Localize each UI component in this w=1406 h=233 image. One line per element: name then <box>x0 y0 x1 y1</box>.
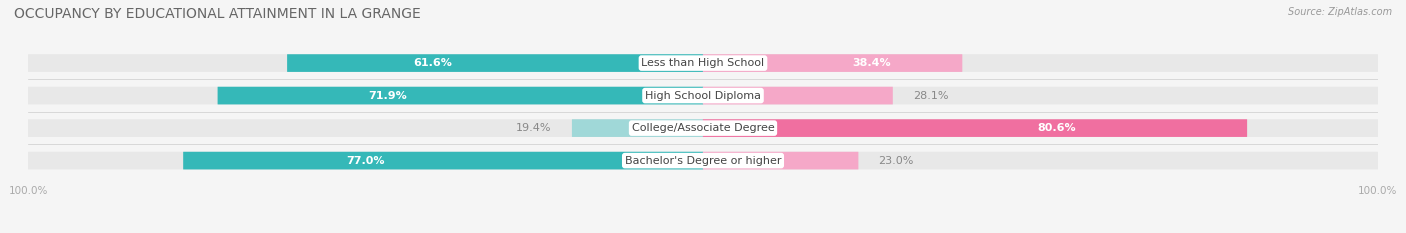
Text: Less than High School: Less than High School <box>641 58 765 68</box>
Text: 80.6%: 80.6% <box>1038 123 1076 133</box>
Text: High School Diploma: High School Diploma <box>645 91 761 101</box>
Text: 23.0%: 23.0% <box>879 156 914 166</box>
FancyBboxPatch shape <box>28 87 1378 104</box>
FancyBboxPatch shape <box>572 119 703 137</box>
FancyBboxPatch shape <box>28 54 1378 72</box>
FancyBboxPatch shape <box>28 119 1378 137</box>
Text: 38.4%: 38.4% <box>852 58 891 68</box>
Text: Source: ZipAtlas.com: Source: ZipAtlas.com <box>1288 7 1392 17</box>
FancyBboxPatch shape <box>183 152 703 169</box>
FancyBboxPatch shape <box>287 54 703 72</box>
Text: 28.1%: 28.1% <box>912 91 949 101</box>
FancyBboxPatch shape <box>703 152 859 169</box>
FancyBboxPatch shape <box>28 152 1378 169</box>
FancyBboxPatch shape <box>703 87 893 104</box>
Text: 19.4%: 19.4% <box>516 123 551 133</box>
Text: College/Associate Degree: College/Associate Degree <box>631 123 775 133</box>
FancyBboxPatch shape <box>703 119 1247 137</box>
FancyBboxPatch shape <box>703 54 962 72</box>
Text: 77.0%: 77.0% <box>346 156 384 166</box>
FancyBboxPatch shape <box>218 87 703 104</box>
Text: 71.9%: 71.9% <box>368 91 406 101</box>
Text: 61.6%: 61.6% <box>413 58 453 68</box>
Text: Bachelor's Degree or higher: Bachelor's Degree or higher <box>624 156 782 166</box>
Text: OCCUPANCY BY EDUCATIONAL ATTAINMENT IN LA GRANGE: OCCUPANCY BY EDUCATIONAL ATTAINMENT IN L… <box>14 7 420 21</box>
